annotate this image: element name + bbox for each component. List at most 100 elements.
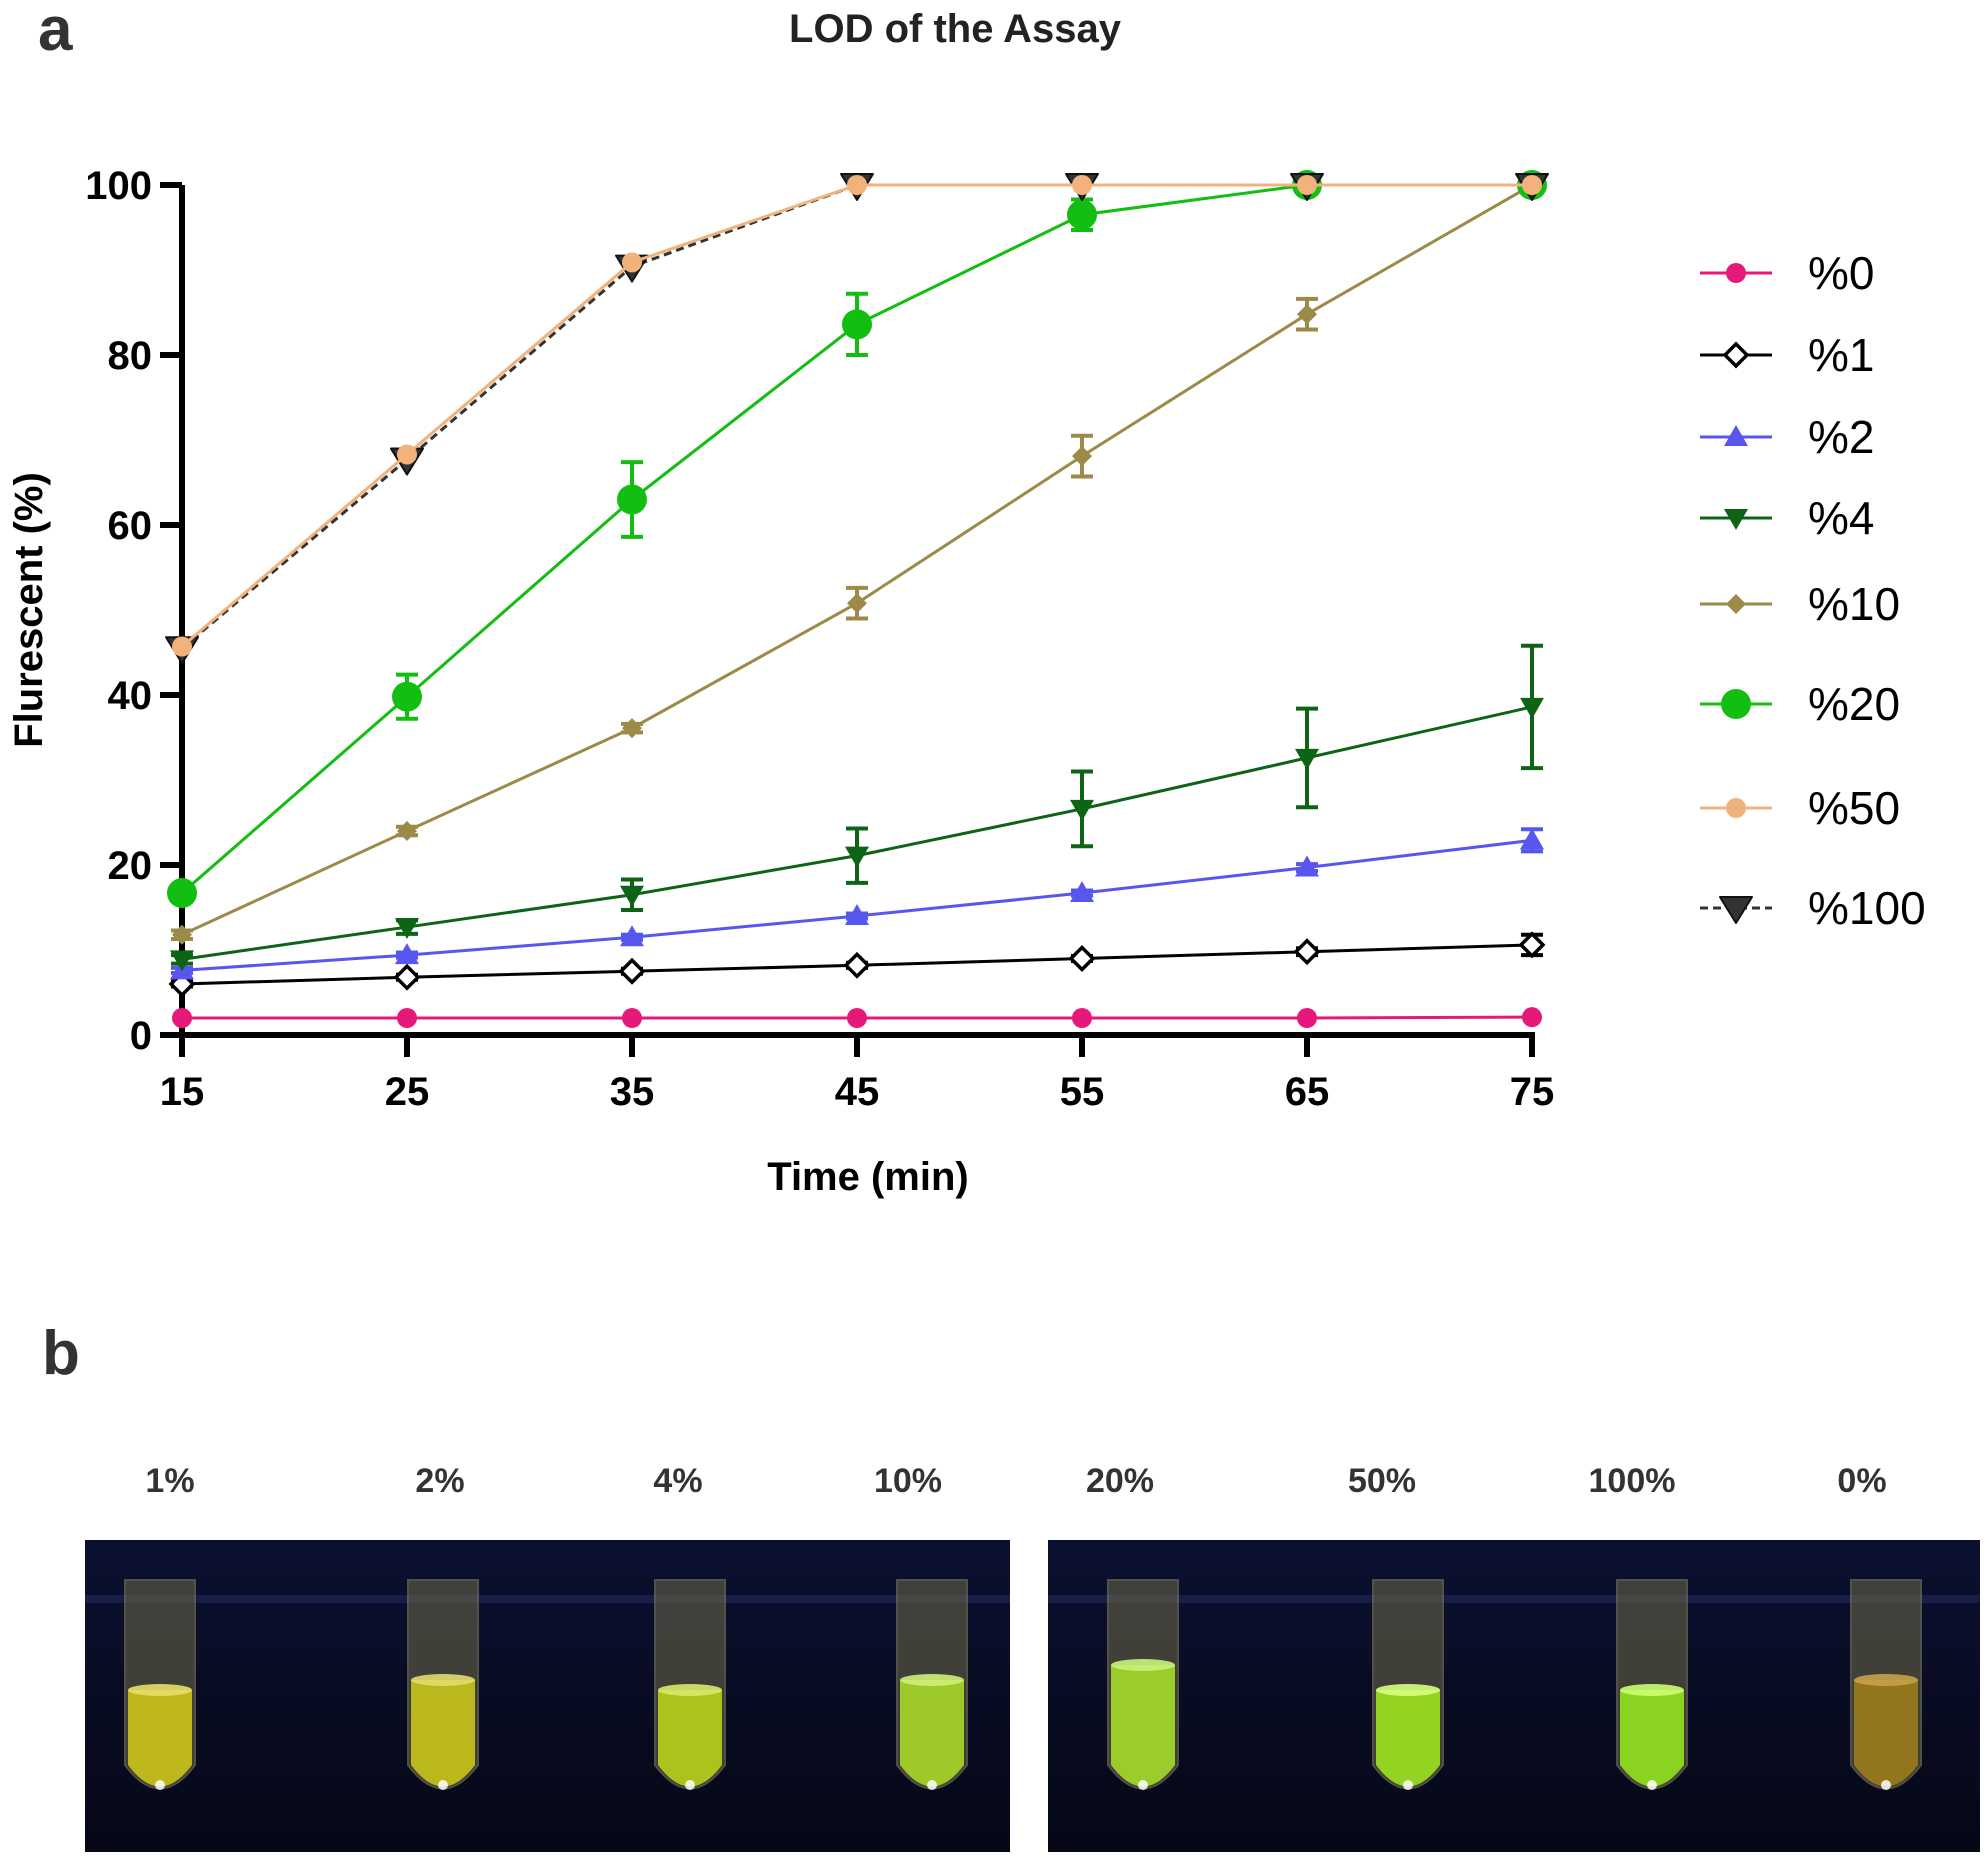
series-line <box>181 183 1532 650</box>
series-pct-2 <box>170 827 1544 980</box>
tube-label: 20% <box>1086 1462 1154 1500</box>
x-tick-label: 65 <box>1285 1070 1330 1114</box>
data-point <box>397 1008 417 1028</box>
tube-label: 2% <box>415 1462 464 1500</box>
data-point <box>845 846 869 868</box>
data-point <box>620 925 644 947</box>
data-point <box>1522 1007 1542 1028</box>
tube-3 <box>654 1579 726 1790</box>
legend-label: %4 <box>1808 492 1874 544</box>
legend-entry: %1 <box>1700 329 1874 381</box>
legend-entry: %10 <box>1700 578 1900 630</box>
series-pct-0 <box>172 1007 1542 1028</box>
data-point <box>172 1008 192 1028</box>
data-point <box>170 950 194 972</box>
legend-entry: %50 <box>1700 782 1900 834</box>
legend-marker <box>1722 341 1750 369</box>
legend-marker <box>1721 689 1751 719</box>
legend-entry: %4 <box>1700 492 1874 544</box>
tube-label: 100% <box>1589 1462 1676 1500</box>
data-point <box>842 309 872 340</box>
data-point <box>172 636 192 657</box>
data-point <box>1297 304 1317 325</box>
legend-label: %2 <box>1808 411 1874 463</box>
x-ticks: 15 25 35 45 55 65 75 <box>160 1035 1555 1114</box>
data-point <box>618 957 646 985</box>
data-point <box>1068 945 1096 972</box>
data-point <box>1072 175 1092 195</box>
data-point <box>172 924 192 945</box>
legend-entry: %100 <box>1700 882 1926 934</box>
x-tick-label: 45 <box>835 1070 880 1114</box>
legend-marker <box>1726 798 1746 818</box>
data-point <box>392 681 422 712</box>
data-point <box>847 175 867 195</box>
data-point <box>1295 855 1319 877</box>
data-point <box>620 885 644 907</box>
legend-entry: %2 <box>1700 411 1874 463</box>
tube-label: 10% <box>874 1462 942 1500</box>
y-axis-title: Flurescent (%) <box>7 472 51 748</box>
data-point <box>847 593 867 614</box>
line-chart: 0 20 40 60 80 100 15 25 35 45 55 65 75 Time (min) F… <box>7 164 1926 1199</box>
y-tick-label: 20 <box>108 844 153 888</box>
data-point <box>622 718 642 739</box>
data-point <box>622 252 642 273</box>
x-tick-label: 75 <box>1510 1070 1555 1114</box>
y-tick-label: 40 <box>108 674 153 718</box>
legend-label: %10 <box>1808 578 1900 630</box>
series-pct-50 <box>172 175 1542 657</box>
y-tick-label: 80 <box>108 334 153 378</box>
tube-label: 1% <box>145 1462 194 1500</box>
axes: 0 20 40 60 80 100 15 25 35 45 55 65 75 <box>85 164 1554 1114</box>
series-pct-4 <box>170 643 1544 972</box>
legend-marker <box>1719 896 1753 924</box>
data-point <box>847 1008 867 1028</box>
panel-b-letter: b <box>42 1319 80 1388</box>
y-tick-label: 0 <box>130 1014 152 1058</box>
data-point <box>1293 938 1321 966</box>
tube-label: 0% <box>1837 1462 1886 1500</box>
legend-entry: %20 <box>1700 678 1900 730</box>
data-point <box>395 943 419 965</box>
tube-labels: 1% 2% 4% 10% 20% 50% 100% 0% <box>145 1462 1886 1500</box>
tube-7 <box>1616 1579 1688 1790</box>
legend: %0 %1 %2 %4 %10 %20 %50 %100 <box>1700 247 1926 934</box>
data-point <box>1295 748 1319 770</box>
tube-label: 4% <box>653 1462 702 1500</box>
data-point <box>1072 1008 1092 1028</box>
data-point <box>845 904 869 925</box>
tube-label: 50% <box>1348 1462 1416 1500</box>
legend-label: %0 <box>1808 247 1874 299</box>
data-point <box>622 1008 642 1028</box>
x-tick-label: 25 <box>385 1070 430 1114</box>
data-point <box>1070 881 1094 903</box>
y-ticks: 0 20 40 60 80 100 <box>85 164 182 1058</box>
data-point <box>395 918 419 940</box>
panel-a-letter: a <box>38 0 73 64</box>
data-point <box>843 951 871 979</box>
tube-2 <box>407 1579 479 1790</box>
x-tick-label: 35 <box>610 1070 655 1114</box>
data-point <box>1520 697 1544 719</box>
data-point <box>617 484 647 515</box>
data-point <box>1297 175 1317 195</box>
data-point <box>1520 828 1544 850</box>
legend-label: %100 <box>1808 882 1926 934</box>
legend-marker <box>1724 425 1748 446</box>
series-layer <box>165 170 1549 1028</box>
tube-6 <box>1372 1579 1444 1790</box>
tube-8 <box>1850 1579 1922 1790</box>
chart-title: LOD of the Assay <box>789 7 1122 51</box>
legend-label: %1 <box>1808 329 1874 381</box>
y-tick-label: 100 <box>85 164 152 208</box>
series-pct-1 <box>168 931 1546 998</box>
legend-marker <box>1726 263 1746 283</box>
data-point <box>1070 799 1094 821</box>
x-tick-label: 55 <box>1060 1070 1105 1114</box>
tube-photo-right <box>1048 1540 1980 1852</box>
series-line <box>181 183 1532 895</box>
x-tick-label: 15 <box>160 1070 205 1114</box>
data-point <box>167 878 197 909</box>
